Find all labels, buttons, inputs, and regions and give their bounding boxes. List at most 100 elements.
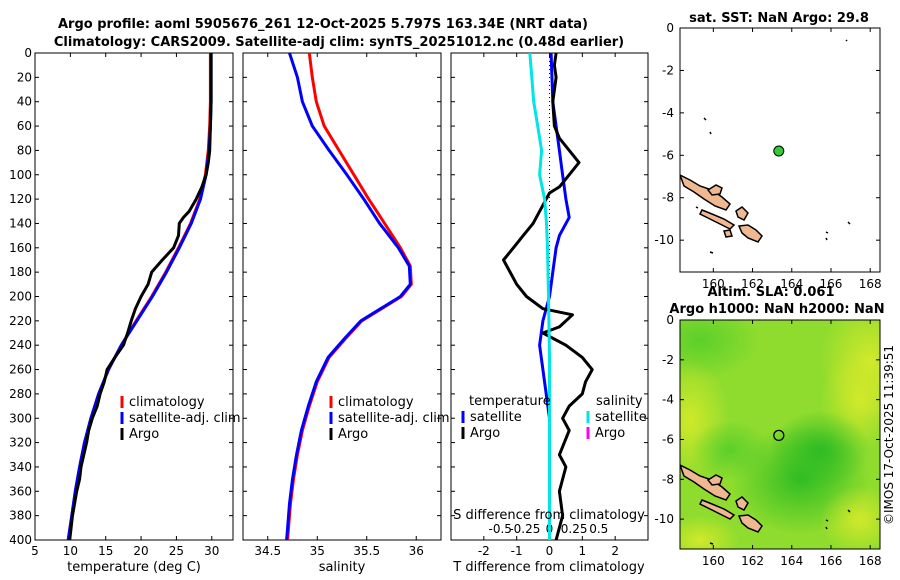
depth-tick-label: 300 — [9, 411, 32, 425]
difference-panel: -2 -1 0 1 2 -0.5-0.25 0 0.25 0.5 T difference f… — [450, 52, 649, 575]
series-line-satellite-adj-clim — [285, 53, 412, 540]
legend-climatology: climatology — [338, 395, 414, 410]
lat-tick-label: -6 — [662, 148, 674, 162]
depth-tick-label: 160 — [9, 241, 32, 255]
lon-tick-label: 166 — [820, 554, 843, 568]
difference-legend-temperature: temperature satellite Argo — [461, 394, 551, 441]
reef — [709, 509, 851, 545]
x-tick-label: 20 — [133, 544, 148, 558]
difference-xlabel: T difference from climatology — [452, 560, 645, 575]
sst-map-axes: 160 162 164 166 168 0 -2 -4 -6 -8 -10 — [654, 21, 881, 291]
legend-temperature-title: temperature — [469, 394, 551, 409]
top-x-tick-label: 0.25 — [561, 522, 588, 536]
argo-float-marker — [773, 145, 785, 157]
depth-tick-label: 280 — [9, 387, 32, 401]
salinity-depth-ticks — [243, 52, 441, 541]
lat-tick-label: -8 — [662, 191, 674, 205]
sla-map: Altim. SLA: 0.061 Argo h1000: NaN h2000:… — [654, 285, 884, 568]
depth-tick-label: 220 — [9, 314, 32, 328]
lat-tick-label: 0 — [666, 21, 674, 35]
lat-tick-label: -2 — [662, 353, 674, 367]
legend-argo: Argo — [129, 427, 159, 442]
x-tick-label: 35.5 — [353, 544, 380, 558]
sst-map: sat. SST: NaN Argo: 29.8 160 162 164 166 168… — [654, 11, 881, 291]
lon-tick-label: 160 — [702, 554, 725, 568]
depth-tick-label: 320 — [9, 436, 32, 450]
legend-sal-argo: Argo — [595, 426, 625, 441]
depth-tick-label: 0 — [24, 46, 32, 60]
x-tick-label: 34.5 — [254, 544, 281, 558]
island — [698, 209, 736, 230]
x-tick-label: 15 — [98, 544, 113, 558]
island — [737, 514, 763, 533]
lat-tick-label: -4 — [662, 393, 674, 407]
temperature-lines — [66, 53, 213, 540]
x-tick-label: 35 — [310, 544, 325, 558]
top-x-tick-label: -0.25 — [509, 522, 540, 536]
reef — [695, 39, 851, 254]
legend-salinity-title: salinity — [596, 394, 643, 409]
lon-tick-label: 168 — [859, 554, 882, 568]
x-tick-label: 36 — [409, 544, 424, 558]
sst-title: sat. SST: NaN Argo: 29.8 — [689, 11, 869, 26]
lon-tick-label: 166 — [820, 277, 843, 291]
x-tick-label: 0 — [546, 544, 554, 558]
lat-tick-label: -6 — [662, 432, 674, 446]
depth-tick-label: 340 — [9, 460, 32, 474]
salinity-xlabel: salinity — [319, 560, 366, 575]
legend-satellite-adj: satellite-adj. clim — [338, 411, 450, 426]
depth-tick-label: 60 — [17, 119, 32, 133]
lon-tick-label: 162 — [741, 277, 764, 291]
island — [735, 206, 749, 221]
difference-depth-ticks — [451, 52, 648, 541]
salinity-x-axis: 34.5 35 35.5 36 — [254, 53, 424, 558]
island — [735, 496, 749, 511]
depth-tick-label: 400 — [9, 533, 32, 547]
depth-tick-label: 80 — [17, 143, 32, 157]
top-x-tick-label: -0.5 — [489, 522, 512, 536]
depth-tick-label: 120 — [9, 192, 32, 206]
x-tick-label: 2 — [611, 544, 619, 558]
depth-tick-label: 40 — [17, 95, 32, 109]
temperature-xlabel: temperature (deg C) — [67, 560, 201, 575]
lon-tick-label: 160 — [702, 277, 725, 291]
depth-tick-label: 380 — [9, 509, 32, 523]
lon-tick-label: 164 — [780, 554, 803, 568]
island — [680, 464, 731, 501]
difference-legend-salinity: salinity satellite Argo — [586, 394, 647, 441]
legend-temp-satellite: satellite — [470, 410, 522, 425]
lat-tick-label: -10 — [654, 233, 674, 247]
lat-tick-label: 0 — [666, 313, 674, 327]
series-line-argo — [68, 53, 213, 540]
temperature-legend: climatology satellite-adj. clim Argo — [120, 395, 241, 442]
lon-tick-label: 164 — [780, 277, 803, 291]
x-tick-label: -2 — [478, 544, 490, 558]
series-line-s-satellite — [528, 53, 551, 540]
legend-satellite-adj: satellite-adj. clim — [129, 411, 241, 426]
difference-lines — [502, 53, 594, 540]
x-tick-label: 10 — [63, 544, 78, 558]
sst-coastlines — [680, 39, 851, 254]
depth-tick-label: 200 — [9, 290, 32, 304]
legend-climatology: climatology — [129, 395, 205, 410]
lat-tick-label: -8 — [662, 472, 674, 486]
island — [737, 224, 763, 243]
main-title-line2: Climatology: CARS2009. Satellite-adj cli… — [54, 35, 624, 50]
x-tick-label: 1 — [579, 544, 587, 558]
imos-watermark: ©IMOS 17-Oct-2025 11:39:51 — [882, 345, 896, 525]
salinity-panel: 34.5 35 35.5 36 salinity climatology satell… — [242, 52, 450, 575]
x-tick-label: 25 — [169, 544, 184, 558]
depth-axis-temperature: 0 20 40 60 80 100 120 140 160 180 200 220 240 260 280 3… — [9, 46, 233, 547]
difference-top-xlabel: S difference from climatology — [453, 508, 645, 523]
x-tick-label: -1 — [511, 544, 523, 558]
lat-tick-label: -4 — [662, 106, 674, 120]
depth-tick-label: 360 — [9, 484, 32, 498]
depth-tick-label: 180 — [9, 265, 32, 279]
legend-temp-argo: Argo — [470, 426, 500, 441]
depth-tick-label: 20 — [17, 70, 32, 84]
lon-tick-label: 162 — [741, 554, 764, 568]
island — [680, 174, 731, 211]
island — [706, 184, 723, 196]
x-tick-label: 5 — [31, 544, 39, 558]
